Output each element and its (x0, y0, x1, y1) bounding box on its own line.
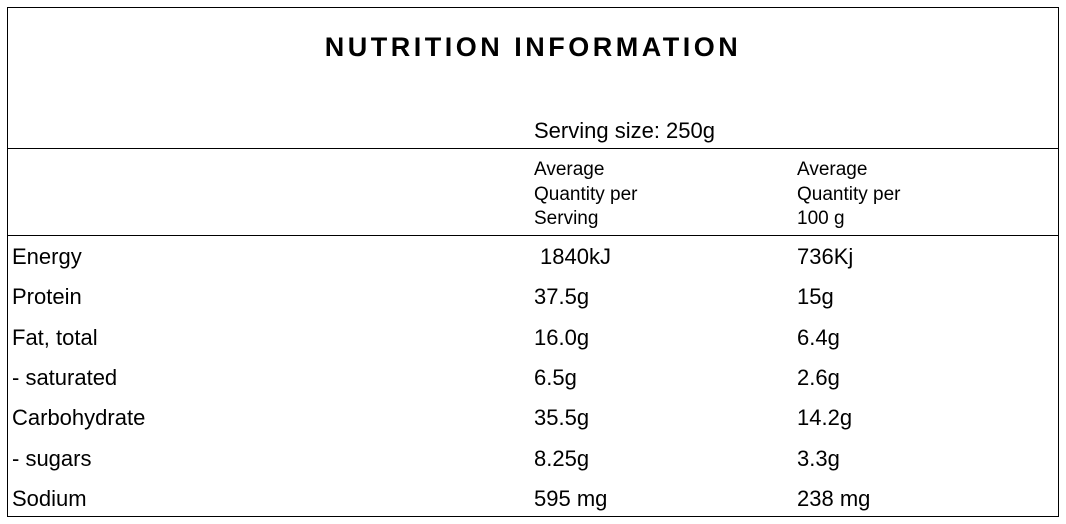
title: NUTRITION INFORMATION (324, 32, 742, 62)
cell-value: 8.25g (534, 445, 590, 471)
column-header-line: Serving (534, 208, 599, 229)
serving-size: Serving size: 250g (534, 118, 715, 143)
column-header-line: Average (797, 159, 868, 180)
column-header-line: Quantity per (534, 183, 638, 205)
row-label: Fat, total (12, 324, 98, 350)
cell-value: 6.4g (797, 324, 840, 350)
cell-value: 2.6g (797, 364, 840, 390)
row-label: Protein (12, 284, 82, 310)
cell-value: 16.0g (534, 324, 590, 350)
row-label: - sugars (12, 445, 92, 471)
column-header-line: Quantity per (797, 183, 901, 205)
divider (8, 148, 1058, 149)
cell-value: 1840kJ (540, 244, 611, 269)
row-label: Energy (12, 244, 82, 269)
column-header: Average Quantity per 100 g (797, 158, 901, 232)
cell-value: 35.5g (534, 405, 590, 431)
column-header: Average Quantity per Serving (534, 158, 638, 232)
divider (8, 235, 1058, 236)
cell-value: 6.5g (534, 364, 577, 390)
cell-value: 238 mg (797, 485, 871, 511)
cell-value: 15g (797, 284, 834, 310)
nutrition-panel: NUTRITION INFORMATION Serving size: 250g… (7, 7, 1059, 517)
cell-value: 37.5g (534, 284, 590, 310)
column-header-line: 100 g (797, 208, 845, 229)
cell-value: 3.3g (797, 445, 840, 471)
cell-value: 595 mg (534, 485, 608, 511)
row-label: Sodium (12, 485, 87, 511)
cell-value: 736Kj (797, 244, 854, 269)
row-label: Carbohydrate (12, 405, 146, 431)
column-header-line: Average (534, 159, 605, 180)
cell-value: 14.2g (797, 405, 853, 431)
row-label: - saturated (12, 364, 118, 390)
